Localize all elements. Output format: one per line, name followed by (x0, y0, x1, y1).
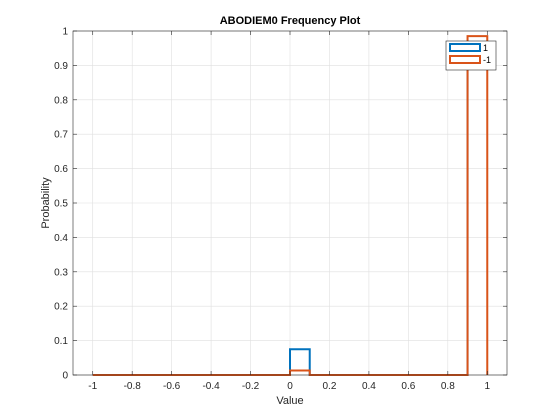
x-tick-label: 1 (484, 381, 490, 392)
legend-label: -1 (483, 55, 491, 65)
y-axis: 0 0.1 0.2 0.3 0.4 0.5 0.6 0.7 0.8 0.9 1 (54, 27, 507, 382)
legend: 1-1 (445, 40, 497, 71)
x-tick-label: -1 (88, 381, 97, 392)
legend-swatch (449, 43, 481, 52)
x-tick-label: 0.2 (323, 381, 337, 392)
y-tick-label: 0.2 (54, 302, 68, 313)
y-tick-label: 0.8 (54, 95, 68, 106)
y-tick-label: 0 (62, 371, 68, 382)
x-tick-label: 0.4 (362, 381, 376, 392)
x-tick-label: -0.6 (163, 381, 181, 392)
y-tick-label: 1 (62, 27, 68, 38)
y-tick-label: 0.3 (54, 267, 68, 278)
chart-title: ABODIEM0 Frequency Plot (220, 15, 361, 27)
y-tick-label: 0.4 (54, 233, 68, 244)
y-axis-label: Probability (40, 177, 52, 229)
y-tick-label: 0.5 (54, 199, 68, 210)
x-tick-label: -0.8 (124, 381, 142, 392)
x-axis-label: Value (276, 395, 303, 407)
legend-swatch (449, 55, 481, 64)
x-tick-label: -0.2 (242, 381, 260, 392)
legend-label: 1 (483, 43, 488, 53)
y-tick-label: 0.7 (54, 130, 68, 141)
x-tick-label: -0.4 (202, 381, 220, 392)
y-tick-label: 0.6 (54, 164, 68, 175)
y-tick-label: 0.9 (54, 61, 68, 72)
x-axis: -1 -0.8 -0.6 -0.4 -0.2 0 0.2 0.4 0.6 0.8 1 (88, 31, 490, 392)
x-tick-label: 0.8 (441, 381, 455, 392)
x-tick-label: 0.6 (401, 381, 415, 392)
y-tick-label: 0.1 (54, 336, 68, 347)
x-tick-label: 0 (287, 381, 293, 392)
